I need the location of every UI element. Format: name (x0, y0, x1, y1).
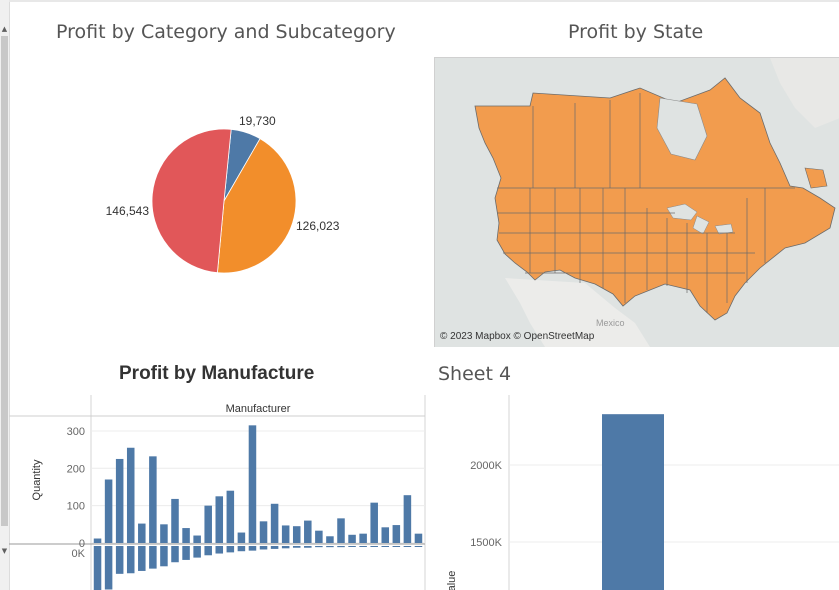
y-axis-title: alue (446, 571, 458, 590)
y-tick-label: 1500K (470, 537, 502, 549)
lower-bar[interactable] (359, 546, 367, 547)
lower-bar[interactable] (292, 546, 301, 548)
lower-bar[interactable] (204, 546, 212, 556)
lower-bar[interactable] (115, 546, 124, 574)
lower-bar[interactable] (104, 546, 113, 590)
lower-bar[interactable] (392, 546, 401, 547)
bar[interactable] (204, 505, 212, 543)
profit-map[interactable] (434, 57, 839, 347)
lower-bar[interactable] (93, 546, 102, 590)
scrollbar-thumb[interactable] (1, 36, 8, 526)
pie-chart: 19,730 126,023 146,543 (106, 114, 340, 274)
lower-tick-label: 0K (72, 548, 86, 560)
bar[interactable] (370, 502, 378, 543)
pie-slices (151, 128, 297, 274)
lower-bar[interactable] (381, 546, 390, 547)
lower-bar[interactable] (160, 546, 168, 567)
map-label-mexico: Mexico (596, 318, 625, 328)
bar[interactable] (248, 425, 257, 543)
bar-axes: 300 200 100 00K Quantity (9, 395, 426, 590)
bar[interactable] (93, 538, 102, 543)
lower-bar[interactable] (315, 546, 323, 548)
lower-bar[interactable] (370, 546, 378, 547)
lower-bar[interactable] (348, 546, 356, 547)
bar[interactable] (348, 534, 356, 543)
lower-bar[interactable] (226, 546, 235, 553)
map-canvas (435, 58, 839, 347)
bar[interactable] (337, 518, 345, 543)
bar[interactable] (403, 495, 412, 543)
lower-bar[interactable] (414, 546, 423, 547)
sheet4-title: Sheet 4 (438, 363, 512, 385)
lower-bar[interactable] (237, 546, 246, 552)
lower-bar[interactable] (304, 546, 312, 548)
y-tick-label: 200 (67, 463, 85, 475)
lower-bar[interactable] (126, 546, 135, 574)
bar[interactable] (149, 456, 157, 543)
bar[interactable] (171, 498, 179, 543)
lower-bar[interactable] (215, 546, 224, 554)
sheet4-chart: 2000K 1500K alue (446, 395, 839, 590)
sheet4-marks (602, 414, 664, 590)
y-tick-label: 0 (79, 538, 85, 550)
pie-labels: 19,730 126,023 146,543 (106, 114, 340, 233)
bar[interactable] (392, 525, 401, 543)
bar[interactable] (259, 521, 268, 543)
pie-slice-label: 126,023 (296, 219, 340, 233)
sheet4-axes: 2000K 1500K alue (446, 395, 839, 590)
bar[interactable] (292, 526, 301, 543)
scroll-up-icon[interactable]: ▲ (1, 25, 8, 33)
bar[interactable] (237, 532, 246, 543)
map-title: Profit by State (568, 21, 704, 43)
bar[interactable] (602, 414, 664, 590)
lower-bar[interactable] (337, 546, 345, 548)
y-tick-label: 2000K (470, 460, 502, 472)
y-tick-label: 300 (67, 426, 85, 438)
bar[interactable] (326, 536, 334, 543)
bar[interactable] (104, 479, 113, 544)
bar[interactable] (414, 533, 423, 543)
lower-bar[interactable] (259, 546, 268, 550)
bar[interactable] (304, 520, 312, 543)
bar-marks (93, 425, 423, 590)
bar[interactable] (126, 447, 135, 543)
bar[interactable] (215, 496, 224, 543)
bar[interactable] (315, 530, 323, 543)
pie-slice[interactable] (151, 128, 232, 274)
manufacturer-header: Manufacturer (226, 403, 291, 415)
lower-bar[interactable] (326, 546, 334, 548)
bar[interactable] (226, 490, 235, 543)
top-divider (9, 0, 839, 2)
bar[interactable] (182, 528, 190, 543)
pie-slice-label: 19,730 (239, 114, 276, 128)
lower-bar[interactable] (182, 546, 190, 560)
bar[interactable] (193, 535, 201, 543)
lower-bar[interactable] (171, 546, 179, 563)
bar-chart-title: Profit by Manufacture (119, 363, 315, 384)
manufacturer-bar-chart: Manufacturer 300 200 100 00K Quantity (9, 395, 426, 590)
y-tick-label: 100 (67, 501, 85, 513)
bar[interactable] (138, 523, 146, 543)
lower-bar[interactable] (248, 546, 257, 551)
scroll-down-icon[interactable]: ▼ (1, 547, 8, 555)
lower-bar[interactable] (270, 546, 279, 549)
lower-bar[interactable] (138, 546, 146, 571)
bar[interactable] (160, 524, 168, 543)
bar[interactable] (270, 503, 279, 543)
bar[interactable] (359, 533, 367, 543)
map-region-north-america[interactable] (474, 77, 836, 321)
bar[interactable] (281, 525, 290, 543)
pie-chart-title: Profit by Category and Subcategory (56, 21, 396, 43)
lower-bar[interactable] (149, 546, 157, 569)
pie-slice[interactable] (216, 138, 297, 274)
map-attribution[interactable]: © 2023 Mapbox © OpenStreetMap (440, 331, 595, 342)
lower-bar[interactable] (193, 546, 201, 558)
bar[interactable] (381, 527, 390, 543)
pie-slice-label: 146,543 (106, 204, 150, 218)
bar[interactable] (115, 458, 124, 543)
lower-bar[interactable] (403, 546, 412, 547)
y-axis-title: Quantity (31, 459, 43, 500)
lower-bar[interactable] (281, 546, 290, 549)
